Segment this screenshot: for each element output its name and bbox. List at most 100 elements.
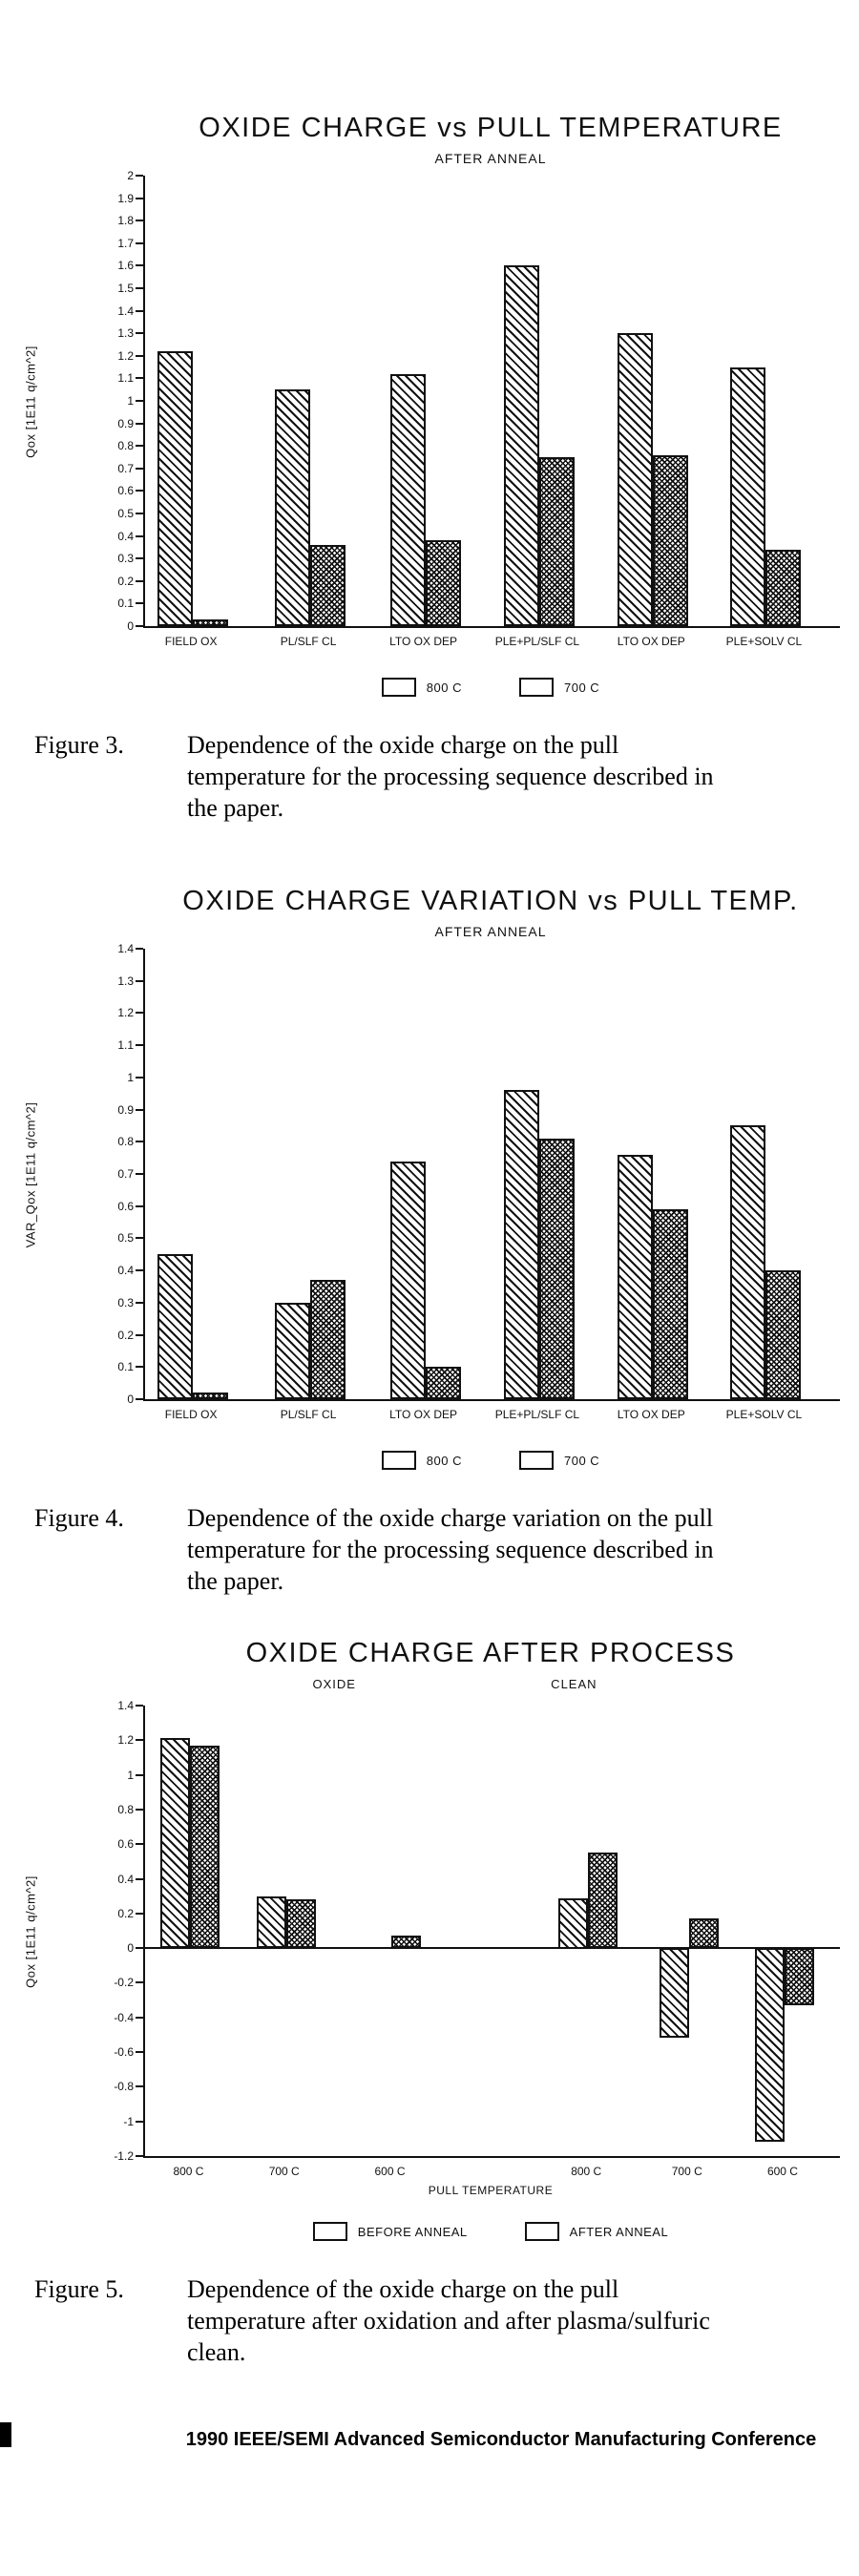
y-tick — [136, 220, 143, 222]
bar-800-c — [275, 1303, 310, 1399]
y-tick — [136, 1301, 143, 1304]
x-category-label: 600 C — [374, 2165, 406, 2178]
y-tick-label: 1.2 — [117, 348, 134, 363]
y-tick — [136, 579, 143, 582]
legend-item: 800 C — [381, 678, 462, 697]
y-tick-label: 1.2 — [117, 1006, 134, 1020]
y-tick — [136, 1108, 143, 1111]
y-axis-label: Qox [1E11 q/cm^2] — [23, 346, 38, 458]
x-category-label: PLE+PL/SLF CL — [494, 1408, 580, 1421]
y-tick — [136, 175, 143, 177]
y-tick-label: 0.4 — [117, 1264, 134, 1278]
figure-caption-label: Figure 4. — [34, 1504, 124, 1532]
bar-700-c — [310, 545, 346, 626]
y-tick-label: 0.4 — [117, 529, 134, 543]
y-tick-label: 0.9 — [117, 416, 134, 430]
bar-before-anneal — [160, 1738, 190, 1948]
legend-item: 700 C — [519, 1451, 599, 1470]
y-tick-label: 1.7 — [117, 236, 134, 250]
chart-title: OXIDE CHARGE AFTER PROCESS — [245, 1638, 736, 1668]
bar-800-c — [275, 389, 310, 626]
legend-swatch-crosshatch — [519, 678, 554, 697]
bar-800-c — [504, 265, 539, 626]
y-tick — [136, 264, 143, 267]
y-tick-label: -0.6 — [114, 2045, 134, 2060]
legend-item: 800 C — [381, 1451, 462, 1470]
y-tick — [136, 1366, 143, 1369]
bar-800-c — [390, 1162, 426, 1399]
y-tick-label: 0.6 — [117, 1199, 134, 1213]
bar-800-c — [157, 351, 193, 626]
figure-caption-label: Figure 5. — [34, 2275, 124, 2303]
zero-baseline — [145, 1947, 840, 1950]
y-tick-label: 0.5 — [117, 507, 134, 520]
y-tick — [136, 2120, 143, 2123]
legend-swatch-crosshatch — [524, 2222, 559, 2241]
legend: BEFORE ANNEAL AFTER ANNEAL — [143, 2222, 838, 2241]
bar-after-anneal — [391, 1936, 421, 1948]
y-tick-label: -1 — [123, 2114, 134, 2128]
legend-swatch-crosshatch — [519, 1451, 554, 1470]
y-tick-label: 1 — [127, 1768, 134, 1782]
y-tick-label: 0.2 — [117, 1906, 134, 1920]
legend-label: 700 C — [564, 1453, 600, 1468]
legend-label: 800 C — [426, 1453, 462, 1468]
y-tick — [136, 1947, 143, 1950]
x-category-label: 800 C — [571, 2165, 602, 2178]
y-tick-label: 0.5 — [117, 1231, 134, 1246]
legend: 800 C 700 C — [143, 678, 838, 697]
bar-700-c — [426, 1367, 461, 1399]
y-tick — [136, 377, 143, 380]
legend-item: 700 C — [519, 678, 599, 697]
y-tick — [136, 602, 143, 605]
bar-700-c — [765, 550, 801, 626]
figure-caption: Figure 3. Dependence of the oxide charge… — [34, 729, 859, 824]
y-tick-label: 0.4 — [117, 1872, 134, 1886]
y-tick — [136, 557, 143, 560]
legend-label: 700 C — [564, 680, 600, 695]
y-tick-label: 0.2 — [117, 574, 134, 588]
chart-oxide-charge-vs-pull-temperature: OXIDE CHARGE vs PULL TEMPERATURE AFTER A… — [0, 113, 859, 697]
bar-700-c — [539, 457, 575, 626]
y-tick — [136, 287, 143, 289]
plot-area: -1.2 -1 -0.8 -0.6 -0.4 -0.2 0 0.2 0.4 0.6 0.8 1 1.2 1… — [114, 1700, 840, 2162]
x-category-label: 600 C — [766, 2165, 798, 2178]
y-tick — [136, 241, 143, 244]
y-tick — [136, 445, 143, 448]
y-tick — [136, 513, 143, 514]
bar-800-c — [618, 1155, 653, 1399]
y-tick-label: 0 — [127, 1941, 134, 1956]
figure-caption-text: Dependence of the oxide charge on the pu… — [187, 731, 714, 822]
x-category-label: 700 C — [268, 2165, 300, 2178]
y-tick-label: 0.7 — [117, 461, 134, 475]
y-tick-label: -1.2 — [114, 2149, 134, 2163]
y-tick-label: 0.8 — [117, 1135, 134, 1149]
x-category-label: PLE+SOLV CL — [725, 1408, 803, 1421]
x-axis-labels: FIELD OX PL/SLF CL LTO OX DEP PLE+PL/SLF CL… — [143, 632, 838, 653]
y-tick — [136, 1076, 143, 1079]
x-axis-title: PULL TEMPERATURE — [428, 2184, 554, 2197]
legend-swatch-diagonal-hatch — [381, 678, 416, 697]
conference-footer: 1990 IEEE/SEMI Advanced Semiconductor Ma… — [185, 2429, 817, 2450]
y-tick — [136, 1173, 143, 1175]
y-tick-label: 0 — [127, 1393, 134, 1406]
y-tick-label: 0.8 — [117, 439, 134, 453]
y-tick-label: -0.8 — [114, 2080, 134, 2094]
y-tick — [136, 422, 143, 425]
y-tick — [136, 490, 143, 492]
y-tick — [136, 1204, 143, 1207]
x-category-label: LTO OX DEP — [389, 1408, 458, 1421]
y-tick — [136, 197, 143, 199]
y-tick-label: 0.6 — [117, 1837, 134, 1852]
bar-700-c — [426, 540, 461, 626]
y-tick — [136, 1398, 143, 1400]
figure-5-block: OXIDE CHARGE AFTER PROCESS OXIDE CLEAN Qo… — [0, 1638, 859, 2368]
legend-label: 800 C — [426, 680, 462, 695]
y-tick — [136, 1012, 143, 1015]
y-tick-label: -0.2 — [114, 1976, 134, 1990]
x-category-label: PL/SLF CL — [280, 635, 337, 648]
x-category-label: LTO OX DEP — [617, 1408, 685, 1421]
y-tick-label: 0 — [127, 619, 134, 633]
x-axis-labels: 800 C 700 C 600 C 800 C 700 C 600 C — [143, 2162, 838, 2183]
legend-item: BEFORE ANNEAL — [312, 2222, 468, 2241]
